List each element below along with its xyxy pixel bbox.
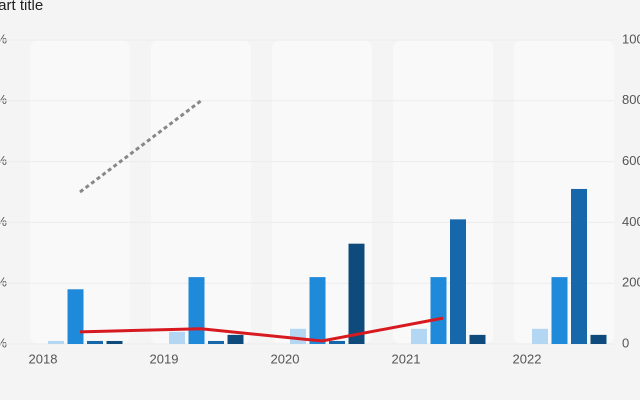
bar bbox=[48, 340, 64, 344]
bar bbox=[87, 340, 103, 344]
y2-tick-label: 200 bbox=[622, 275, 640, 290]
bar bbox=[551, 277, 568, 344]
y2-tick-label: 0 bbox=[622, 335, 629, 350]
x-tick-label: 2021 bbox=[392, 351, 421, 366]
y2-tick-label: 1000 bbox=[622, 31, 640, 46]
y-tick-label: 40% bbox=[0, 214, 7, 229]
chart-title: Chart title bbox=[0, 0, 43, 14]
bar bbox=[329, 340, 345, 344]
bar bbox=[411, 328, 427, 344]
bar bbox=[469, 334, 486, 344]
bar bbox=[309, 277, 326, 344]
bar bbox=[227, 334, 244, 344]
x-tick-label: 2019 bbox=[150, 351, 179, 366]
bar bbox=[188, 277, 205, 344]
bar bbox=[450, 219, 466, 344]
y-tick-label: 20% bbox=[0, 275, 7, 290]
y-tick-label: 60% bbox=[0, 153, 7, 168]
y2-tick-label: 800 bbox=[622, 92, 640, 107]
y-tick-label: 80% bbox=[0, 92, 7, 107]
y-tick-label: 0% bbox=[0, 335, 7, 350]
line bbox=[79, 316, 444, 343]
x-tick-label: 2020 bbox=[271, 351, 300, 366]
bar bbox=[571, 188, 587, 344]
bar bbox=[290, 328, 306, 344]
category-panel bbox=[272, 40, 372, 344]
bar bbox=[169, 331, 185, 344]
category-panel bbox=[393, 40, 493, 344]
bar bbox=[208, 340, 224, 344]
x-tick-label: 2018 bbox=[29, 351, 58, 366]
category-panel bbox=[514, 40, 614, 344]
bar bbox=[67, 289, 84, 344]
y2-tick-label: 400 bbox=[622, 214, 640, 229]
y-tick-label: 100% bbox=[0, 31, 7, 46]
bar bbox=[590, 334, 607, 344]
bar bbox=[430, 277, 447, 344]
y2-tick-label: 600 bbox=[622, 153, 640, 168]
x-tick-label: 2022 bbox=[513, 351, 542, 366]
line bbox=[79, 99, 202, 194]
category-panel bbox=[151, 40, 251, 344]
bar bbox=[106, 340, 123, 344]
bar bbox=[348, 243, 365, 344]
bar bbox=[532, 328, 548, 344]
